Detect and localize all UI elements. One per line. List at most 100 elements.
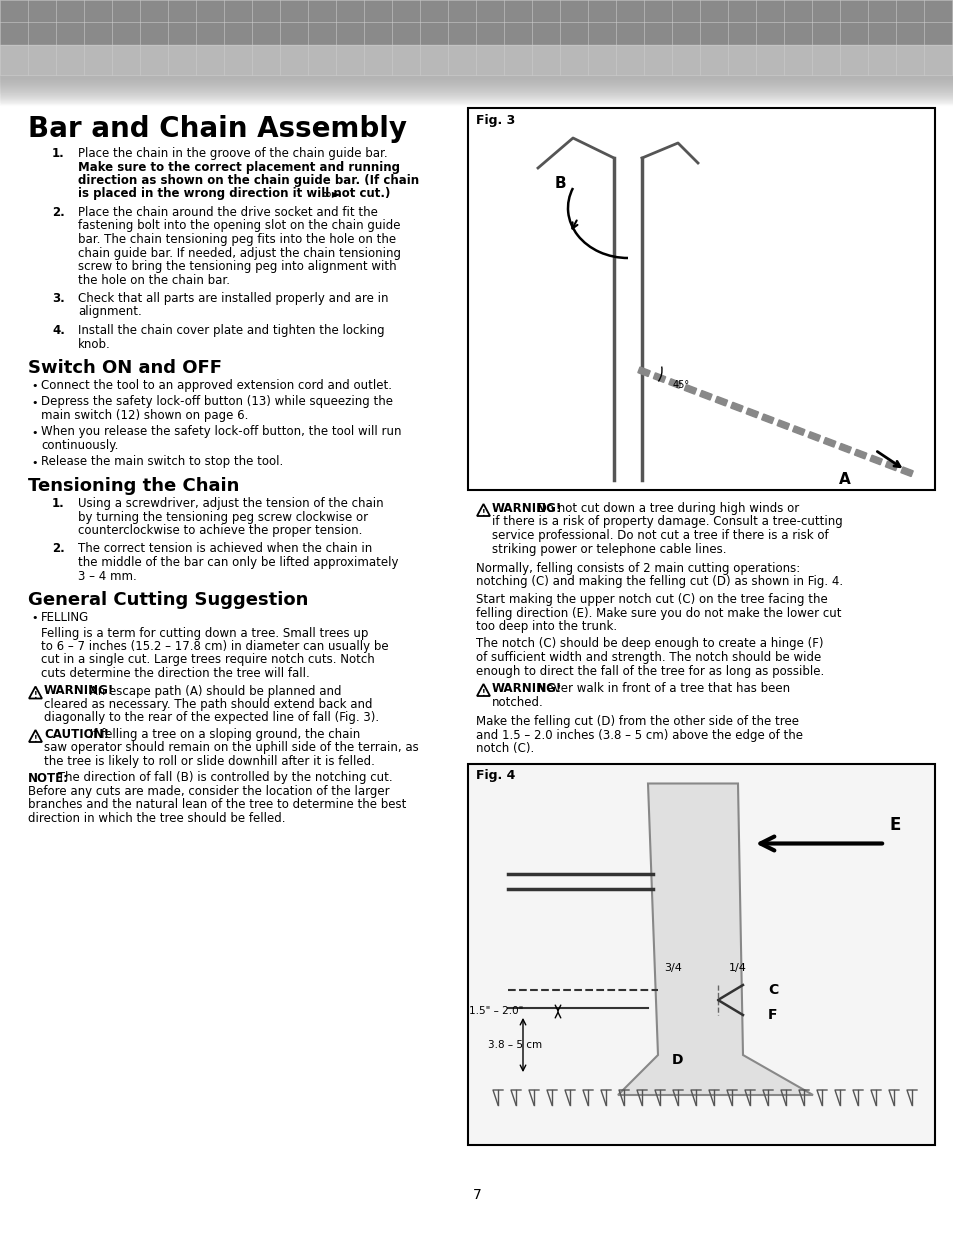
Text: General Cutting Suggestion: General Cutting Suggestion	[28, 592, 308, 609]
Text: 2.: 2.	[52, 206, 65, 219]
Text: An escape path (A) should be planned and: An escape path (A) should be planned and	[87, 684, 341, 698]
Text: •: •	[30, 427, 37, 437]
Text: knob.: knob.	[78, 337, 111, 351]
Text: Start making the upper notch cut (C) on the tree facing the: Start making the upper notch cut (C) on …	[476, 593, 827, 606]
Bar	[715, 396, 727, 406]
Text: notch (C).: notch (C).	[476, 742, 534, 755]
Text: Tensioning the Chain: Tensioning the Chain	[28, 477, 239, 495]
Text: the tree is likely to roll or slide downhill after it is felled.: the tree is likely to roll or slide down…	[44, 755, 375, 768]
Text: cleared as necessary. The path should extend back and: cleared as necessary. The path should ex…	[44, 698, 372, 711]
Text: counterclockwise to achieve the proper tension.: counterclockwise to achieve the proper t…	[78, 524, 362, 537]
Text: FELLING: FELLING	[41, 611, 90, 624]
Text: bar. The chain tensioning peg fits into the hole on the: bar. The chain tensioning peg fits into …	[78, 233, 395, 246]
Text: Fig. 4: Fig. 4	[476, 769, 515, 783]
Bar	[0, 0, 953, 44]
Text: When you release the safety lock-off button, the tool will run: When you release the safety lock-off but…	[41, 426, 401, 438]
Bar	[668, 379, 680, 388]
Text: cut in a single cut. Large trees require notch cuts. Notch: cut in a single cut. Large trees require…	[41, 653, 375, 667]
Text: Check that all parts are installed properly and are in: Check that all parts are installed prope…	[78, 291, 388, 305]
Text: !: !	[481, 688, 485, 698]
Text: WARNING!: WARNING!	[492, 682, 561, 695]
Text: branches and the natural lean of the tree to determine the best: branches and the natural lean of the tre…	[28, 799, 406, 811]
Bar	[638, 367, 650, 377]
Text: and 1.5 – 2.0 inches (3.8 – 5 cm) above the edge of the: and 1.5 – 2.0 inches (3.8 – 5 cm) above …	[476, 729, 802, 741]
Text: The notch (C) should be deep enough to create a hinge (F): The notch (C) should be deep enough to c…	[476, 637, 822, 651]
Text: 7: 7	[472, 1188, 481, 1202]
Text: D: D	[672, 1053, 683, 1067]
Text: Switch ON and OFF: Switch ON and OFF	[28, 359, 222, 377]
Text: Release the main switch to stop the tool.: Release the main switch to stop the tool…	[41, 456, 283, 468]
Text: of sufficient width and strength. The notch should be wide: of sufficient width and strength. The no…	[476, 651, 821, 664]
Text: The correct tension is achieved when the chain in: The correct tension is achieved when the…	[78, 542, 372, 556]
Text: 2.: 2.	[52, 542, 65, 556]
Text: Bar and Chain Assembly: Bar and Chain Assembly	[28, 115, 407, 143]
Text: Felling is a term for cutting down a tree. Small trees up: Felling is a term for cutting down a tre…	[41, 626, 368, 640]
Text: •: •	[30, 457, 37, 468]
Text: Do not cut down a tree during high winds or: Do not cut down a tree during high winds…	[534, 501, 799, 515]
Text: CAUTION!: CAUTION!	[44, 727, 109, 741]
Text: felling direction (E). Make sure you do not make the lower cut: felling direction (E). Make sure you do …	[476, 606, 841, 620]
Text: !: !	[33, 692, 37, 700]
Text: 3/4: 3/4	[663, 963, 681, 973]
Bar	[884, 461, 897, 471]
Text: Connect the tool to an approved extension cord and outlet.: Connect the tool to an approved extensio…	[41, 379, 392, 391]
Bar	[777, 420, 789, 430]
Text: 1/4: 1/4	[728, 963, 746, 973]
Text: B: B	[554, 175, 565, 190]
Text: 45°: 45°	[672, 380, 689, 390]
Text: notching (C) and making the felling cut (D) as shown in Fig. 4.: notching (C) and making the felling cut …	[476, 576, 842, 589]
Polygon shape	[618, 783, 812, 1095]
Bar	[792, 426, 804, 435]
Bar	[760, 414, 773, 424]
Bar	[0, 44, 953, 75]
Bar	[869, 456, 882, 464]
Text: !: !	[481, 509, 485, 517]
Bar	[468, 763, 934, 1145]
Text: service professional. Do not cut a tree if there is a risk of: service professional. Do not cut a tree …	[492, 529, 828, 542]
Text: A: A	[839, 473, 850, 488]
Text: if there is a risk of property damage. Consult a tree-cutting: if there is a risk of property damage. C…	[492, 515, 841, 529]
Text: cuts determine the direction the tree will fall.: cuts determine the direction the tree wi…	[41, 667, 310, 680]
Text: direction in which the tree should be felled.: direction in which the tree should be fe…	[28, 811, 285, 825]
Text: direction as shown on the chain guide bar. (If chain: direction as shown on the chain guide ba…	[78, 174, 418, 186]
Text: is placed in the wrong direction it will not cut.): is placed in the wrong direction it will…	[78, 188, 390, 200]
Bar	[699, 390, 711, 400]
Text: by turning the tensioning peg screw clockwise or: by turning the tensioning peg screw cloc…	[78, 510, 368, 524]
Text: Install the chain cover plate and tighten the locking: Install the chain cover plate and tighte…	[78, 324, 384, 337]
Text: 3 – 4 mm.: 3 – 4 mm.	[78, 569, 136, 583]
Text: •: •	[30, 398, 37, 408]
Text: !: !	[33, 735, 37, 743]
Text: diagonally to the rear of the expected line of fall (Fig. 3).: diagonally to the rear of the expected l…	[44, 711, 378, 725]
Text: enough to direct the fall of the tree for as long as possible.: enough to direct the fall of the tree fo…	[476, 664, 823, 678]
Text: 3.: 3.	[52, 291, 65, 305]
Text: Fig. 3: Fig. 3	[476, 114, 515, 127]
Text: saw operator should remain on the uphill side of the terrain, as: saw operator should remain on the uphill…	[44, 741, 418, 755]
Bar	[653, 373, 665, 383]
Bar	[807, 432, 820, 441]
Text: the hole on the chain bar.: the hole on the chain bar.	[78, 273, 230, 287]
Text: E: E	[889, 816, 901, 835]
Text: NOTE:: NOTE:	[28, 772, 69, 784]
Text: screw to bring the tensioning peg into alignment with: screw to bring the tensioning peg into a…	[78, 261, 396, 273]
Text: 1.: 1.	[52, 147, 65, 161]
Text: fastening bolt into the opening slot on the chain guide: fastening bolt into the opening slot on …	[78, 220, 400, 232]
Text: ∞►: ∞►	[317, 188, 340, 200]
Text: to 6 – 7 inches (15.2 – 17.8 cm) in diameter can usually be: to 6 – 7 inches (15.2 – 17.8 cm) in diam…	[41, 640, 388, 653]
Text: Place the chain around the drive socket and fit the: Place the chain around the drive socket …	[78, 206, 377, 219]
Bar	[683, 384, 696, 394]
Text: alignment.: alignment.	[78, 305, 142, 319]
Text: •: •	[30, 382, 37, 391]
Text: Depress the safety lock-off button (13) while squeezing the: Depress the safety lock-off button (13) …	[41, 395, 393, 409]
Text: •: •	[30, 613, 37, 622]
Text: 1.5" – 2.0": 1.5" – 2.0"	[468, 1007, 522, 1016]
Bar	[854, 450, 866, 459]
Text: 3.8 – 5 cm: 3.8 – 5 cm	[488, 1040, 541, 1050]
Text: Normally, felling consists of 2 main cutting operations:: Normally, felling consists of 2 main cut…	[476, 562, 800, 576]
Text: WARNING!: WARNING!	[492, 501, 561, 515]
Text: Place the chain in the groove of the chain guide bar.: Place the chain in the groove of the cha…	[78, 147, 387, 161]
Text: The direction of fall (B) is controlled by the notching cut.: The direction of fall (B) is controlled …	[54, 772, 393, 784]
Text: notched.: notched.	[492, 695, 543, 709]
Text: 1.: 1.	[52, 496, 65, 510]
Text: F: F	[767, 1008, 777, 1023]
Text: continuously.: continuously.	[41, 438, 118, 452]
